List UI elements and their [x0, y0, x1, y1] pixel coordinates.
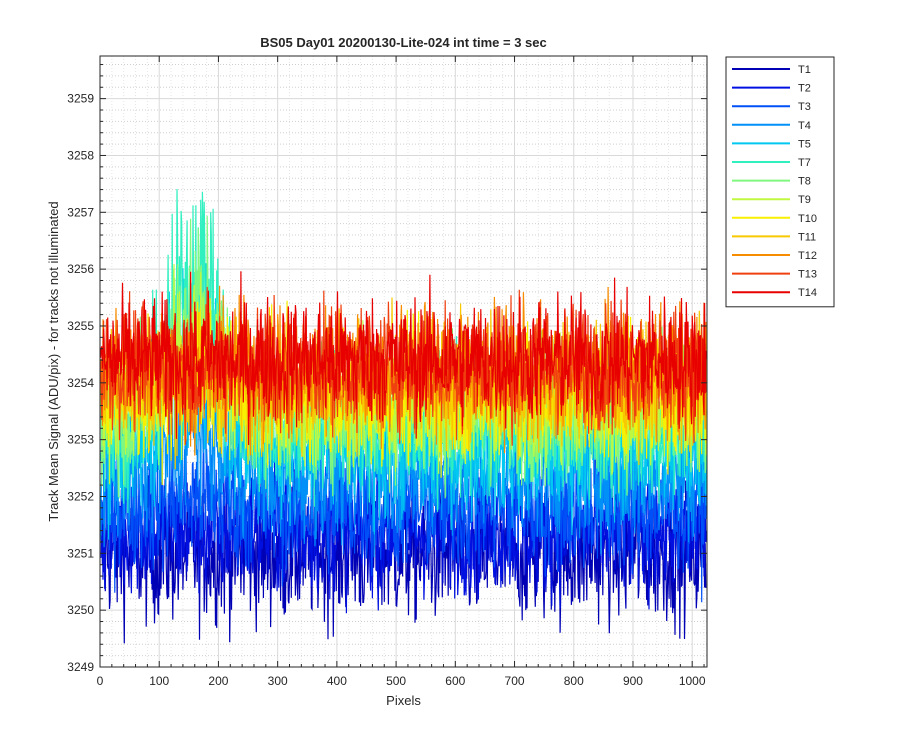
y-tick-label: 3255 — [67, 319, 94, 333]
legend-label-t7: T7 — [798, 157, 811, 169]
y-tick-label: 3257 — [67, 205, 94, 219]
legend-label-t1: T1 — [798, 64, 811, 76]
legend-label-t10: T10 — [798, 213, 817, 225]
y-tick-label: 3251 — [67, 546, 94, 560]
y-tick-label: 3254 — [67, 376, 94, 390]
series-line-t3 — [100, 419, 707, 603]
x-tick-label: 600 — [445, 674, 465, 688]
legend-label-t14: T14 — [798, 287, 817, 299]
x-tick-label: 0 — [97, 674, 104, 688]
y-axis-title: Track Mean Signal (ADU/pix) - for tracks… — [46, 201, 61, 521]
series-layer — [100, 188, 707, 644]
legend-box — [725, 56, 835, 308]
x-tick-label: 700 — [505, 674, 525, 688]
x-tick-label: 900 — [623, 674, 643, 688]
x-tick-label: 500 — [386, 674, 406, 688]
x-tick-label: 800 — [564, 674, 584, 688]
y-tick-label: 3258 — [67, 148, 94, 162]
x-tick-label: 1000 — [679, 674, 706, 688]
legend-label-t4: T4 — [798, 120, 811, 132]
x-axis-title: Pixels — [386, 693, 421, 708]
legend-label-t2: T2 — [798, 83, 811, 95]
y-tick-label: 3253 — [67, 433, 94, 447]
x-tick-label: 200 — [208, 674, 228, 688]
x-tick-label: 300 — [268, 674, 288, 688]
y-tick-label: 3250 — [67, 603, 94, 617]
x-tick-labels: 0 100 200 300 400 500 600 700 800 900 1000 — [97, 674, 706, 688]
x-tick-label: 400 — [327, 674, 347, 688]
axis-ticks — [99, 56, 707, 668]
legend-label-t12: T12 — [798, 250, 817, 262]
legend-label-t13: T13 — [798, 269, 817, 281]
legend-label-t11: T11 — [798, 231, 816, 243]
legend-label-t8: T8 — [798, 176, 811, 188]
y-tick-label: 3256 — [67, 262, 94, 276]
legend-label-t5: T5 — [798, 138, 811, 150]
plot-frame — [99, 55, 708, 668]
y-tick-label: 3249 — [67, 660, 94, 674]
y-tick-labels: 3249 3250 3251 3252 3253 3254 3255 3256 3257 3258… — [67, 92, 94, 674]
series-line-t14 — [100, 271, 707, 446]
chart-title: BS05 Day01 20200130-Lite-024 int time = … — [260, 35, 547, 50]
legend-label-t3: T3 — [798, 101, 811, 113]
y-tick-label: 3252 — [67, 489, 94, 503]
y-tick-label: 3259 — [67, 92, 94, 106]
legend: T1 T2 T3 T4 T5 T7 T8 T9 T10 T11 T12 T13 T14 — [725, 56, 835, 308]
x-tick-label: 100 — [149, 674, 169, 688]
legend-label-t9: T9 — [798, 194, 811, 206]
